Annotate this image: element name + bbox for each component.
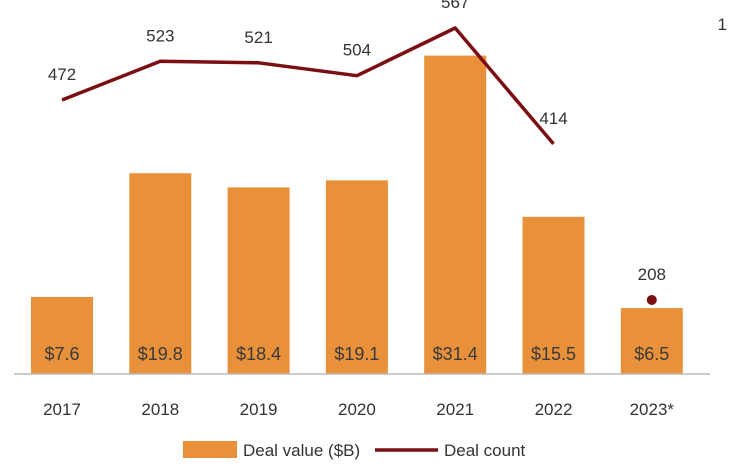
bar-value-label: $19.8 (138, 344, 183, 364)
x-tick-label: 2020 (338, 400, 376, 419)
x-tick-label: 2017 (43, 400, 81, 419)
bar-2022 (522, 216, 585, 374)
deal-count-label: 523 (146, 26, 174, 45)
legend-bar-label: Deal value ($B) (243, 441, 360, 460)
deal-count-point-2023* (646, 294, 657, 305)
deal-count-label: 414 (539, 109, 567, 128)
bar-2021 (424, 55, 487, 374)
bar-value-label: $7.6 (44, 344, 79, 364)
deal-count-label: 208 (638, 265, 666, 284)
deal-count-label: 521 (244, 28, 272, 47)
x-tick-label: 2022 (535, 400, 573, 419)
deal-count-label: 567 (441, 0, 469, 12)
bar-2020 (325, 180, 388, 374)
bar-value-label: $6.5 (634, 344, 669, 364)
bar-2023* (620, 308, 683, 374)
bar-2019 (227, 187, 290, 374)
x-tick-label: 2018 (141, 400, 179, 419)
legend: Deal value ($B) Deal count (183, 441, 526, 460)
bar-2017 (31, 296, 93, 374)
deal-count-label: 472 (48, 65, 76, 84)
x-tick-label: 2023* (630, 400, 675, 419)
line-series: 472 523 521 504 567 414 208 (48, 0, 666, 305)
legend-line-label: Deal count (444, 441, 526, 460)
legend-bar-swatch (183, 441, 237, 458)
bar-value-label: $15.5 (531, 344, 576, 364)
x-tick-labels: 2017 2018 2019 2020 2021 2022 2023* (43, 400, 674, 419)
bar-value-label: $19.1 (334, 344, 379, 364)
bar-2018 (129, 173, 192, 374)
bar-series: $7.6 $19.8 $18.4 $19.1 $31.4 $15.5 $6.5 (31, 55, 683, 374)
bar-value-label: $18.4 (236, 344, 281, 364)
deal-count-line (61, 26, 555, 146)
deal-count-label: 504 (343, 41, 371, 60)
x-tick-label: 2019 (240, 400, 278, 419)
x-tick-label: 2021 (436, 400, 474, 419)
corner-mark: 1 (718, 15, 727, 34)
bar-value-label: $31.4 (433, 344, 478, 364)
